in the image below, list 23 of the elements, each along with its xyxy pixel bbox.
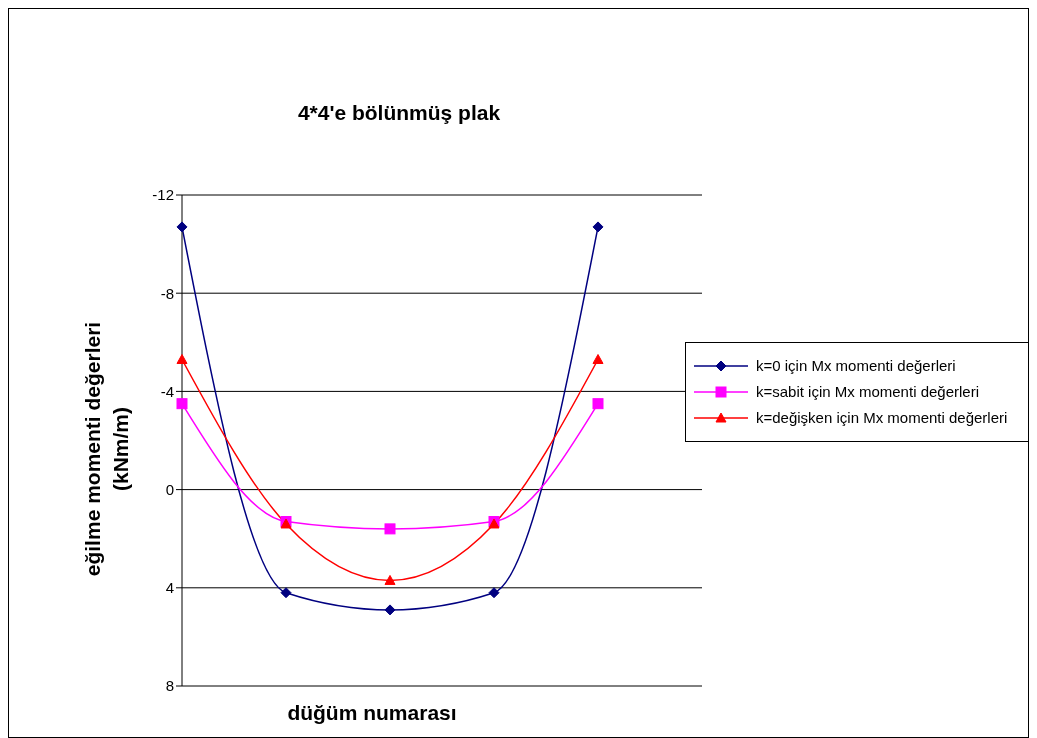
legend-label: k=sabit için Mx momenti değerleri	[756, 382, 980, 402]
y-tick-label: 8	[165, 677, 174, 695]
y-axis-title: eğilme momenti değerleri (kNm/m)	[80, 320, 133, 579]
point	[176, 398, 188, 410]
legend-label: k=0 için Mx momenti değerleri	[756, 356, 957, 376]
y-tick-label: 4	[165, 579, 174, 597]
legend-label: k=değişken için Mx momenti değerleri	[756, 408, 1009, 428]
point	[592, 221, 604, 233]
point	[384, 574, 396, 585]
point	[592, 398, 604, 410]
point	[280, 587, 292, 599]
y-tick-label: -12	[152, 186, 174, 204]
y-tick-label: -4	[160, 382, 174, 400]
point	[176, 221, 188, 233]
point	[488, 587, 500, 599]
point	[384, 604, 396, 616]
y-tick-label: 0	[165, 480, 174, 498]
point	[592, 353, 604, 364]
point	[176, 353, 188, 364]
y-tick-label: -8	[160, 284, 174, 302]
x-axis-title: düğüm numarası	[286, 701, 458, 725]
chart-title: 4*4'e bölünmüş plak	[296, 101, 502, 125]
point	[384, 523, 396, 535]
